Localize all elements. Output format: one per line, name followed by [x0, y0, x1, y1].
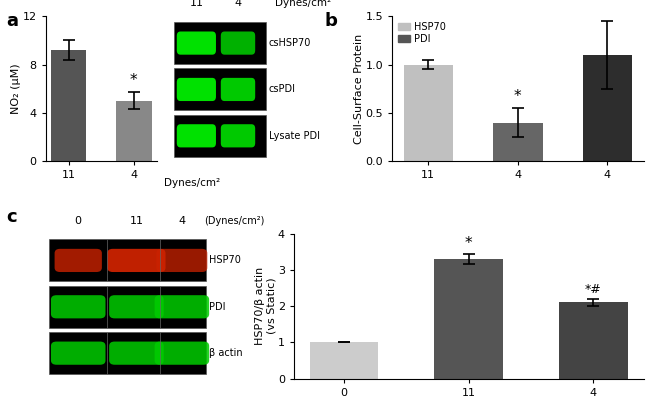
- Legend: HSP70, PDI: HSP70, PDI: [397, 21, 447, 44]
- Bar: [434, 259, 503, 379]
- Text: a: a: [6, 12, 18, 30]
- FancyBboxPatch shape: [155, 295, 209, 318]
- FancyBboxPatch shape: [55, 249, 102, 272]
- Text: *#: *#: [585, 283, 602, 296]
- Text: 4: 4: [178, 217, 185, 226]
- Bar: [559, 302, 628, 379]
- Y-axis label: Cell-Surface Protein: Cell-Surface Protein: [354, 34, 364, 144]
- FancyBboxPatch shape: [157, 249, 207, 272]
- Bar: [174, 115, 266, 157]
- FancyBboxPatch shape: [221, 31, 255, 55]
- FancyBboxPatch shape: [221, 78, 255, 101]
- Bar: [309, 342, 378, 379]
- Text: *: *: [514, 89, 522, 104]
- Bar: [49, 332, 205, 374]
- FancyBboxPatch shape: [107, 249, 166, 272]
- FancyBboxPatch shape: [177, 124, 216, 147]
- FancyBboxPatch shape: [177, 31, 216, 55]
- Y-axis label: HSP70/β actin
(vs Static): HSP70/β actin (vs Static): [255, 267, 276, 345]
- Text: Lysate PDI: Lysate PDI: [268, 131, 320, 141]
- Text: b: b: [325, 12, 338, 30]
- FancyBboxPatch shape: [51, 341, 105, 365]
- Text: csHSP70: csHSP70: [268, 38, 311, 48]
- FancyBboxPatch shape: [51, 295, 105, 318]
- FancyBboxPatch shape: [155, 341, 209, 365]
- Text: *: *: [465, 236, 473, 251]
- Text: Dynes/cm²: Dynes/cm²: [164, 178, 220, 188]
- Text: 11: 11: [129, 217, 144, 226]
- FancyBboxPatch shape: [109, 295, 164, 318]
- Text: c: c: [6, 208, 17, 225]
- Bar: [404, 65, 453, 161]
- Text: HSP70: HSP70: [209, 256, 241, 265]
- Text: 11: 11: [189, 0, 203, 8]
- Text: β actin: β actin: [209, 348, 243, 358]
- Text: 4: 4: [235, 0, 242, 8]
- Bar: [116, 101, 151, 161]
- Text: *: *: [130, 73, 138, 88]
- Bar: [49, 239, 205, 281]
- Text: PDI: PDI: [209, 302, 226, 312]
- Text: csPDI: csPDI: [268, 84, 296, 94]
- Y-axis label: NO₂ (μM): NO₂ (μM): [11, 63, 21, 114]
- Text: (Dynes/cm²): (Dynes/cm²): [203, 217, 264, 226]
- Bar: [583, 55, 632, 161]
- Text: 0: 0: [75, 217, 82, 226]
- FancyBboxPatch shape: [177, 78, 216, 101]
- FancyBboxPatch shape: [221, 124, 255, 147]
- Text: Dynes/cm²: Dynes/cm²: [275, 0, 331, 8]
- Bar: [51, 50, 86, 161]
- Bar: [174, 22, 266, 64]
- FancyBboxPatch shape: [109, 341, 164, 365]
- Bar: [174, 68, 266, 110]
- Bar: [493, 123, 543, 161]
- Bar: [49, 286, 205, 328]
